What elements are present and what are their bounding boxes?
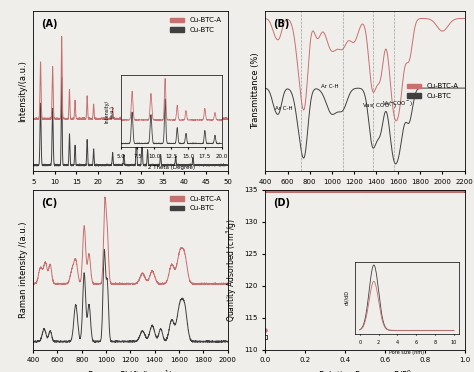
Cu-BTC [219,163,225,167]
Text: Ar C-H: Ar C-H [321,84,338,89]
Legend: Cu-BTC-A, Cu-BTC: Cu-BTC-A, Cu-BTC [404,81,461,102]
Y-axis label: Raman intensity /(a.u.): Raman intensity /(a.u.) [18,221,27,318]
Line: Cu-BTC-A: Cu-BTC-A [33,197,228,285]
Cu-BTC [120,163,126,167]
Cu-BTC-A [120,116,126,121]
Cu-BTC [125,163,131,167]
Line: Cu-BTC-A: Cu-BTC-A [33,36,228,119]
Cu-BTC-A [125,281,131,286]
Cu-BTC-A [59,34,64,39]
Cu-BTC [40,328,46,333]
Text: (B): (B) [273,19,290,29]
Cu-BTC-A [183,117,189,121]
Cu-BTC [183,312,189,317]
Cu-BTC [225,163,230,168]
Y-axis label: Intensity/(a.u.): Intensity/(a.u.) [18,60,27,122]
Cu-BTC-A [120,282,126,286]
Cu-BTC-A [40,116,46,121]
X-axis label: 2 Theta (Degree): 2 Theta (Degree) [94,190,166,199]
Cu-BTC [53,164,59,168]
Cu-BTC [225,340,230,344]
Y-axis label: Transmittance (%): Transmittance (%) [251,53,260,129]
X-axis label: Wavenumber (cm$^{-1}$): Wavenumber (cm$^{-1}$) [321,190,409,204]
Cu-BTC [30,340,36,344]
Cu-BTC-A [219,117,225,121]
Text: (D): (D) [273,198,291,208]
Legend: Cu-BTC-A, Cu-BTC: Cu-BTC-A, Cu-BTC [167,15,224,36]
Cu-BTC-A [183,260,189,264]
Cu-BTC-A [30,282,36,286]
Cu-BTC-A [225,281,230,285]
Text: Vas( COO$^-$): Vas( COO$^-$) [362,101,397,110]
X-axis label: Raman Shift /(cm$^{-1}$): Raman Shift /(cm$^{-1}$) [87,369,173,372]
Y-axis label: Quantity Adsorbed (cm$^3$/g): Quantity Adsorbed (cm$^3$/g) [224,218,239,322]
Line: Cu-BTC: Cu-BTC [33,250,228,342]
Cu-BTC [219,340,225,344]
Cu-BTC [183,164,189,168]
Cu-BTC-A [219,117,225,122]
Cu-BTC-A [193,283,199,287]
Cu-BTC-A [219,281,225,286]
Cu-BTC [101,247,107,252]
Line: Cu-BTC: Cu-BTC [33,77,228,166]
Cu-BTC-A [219,282,225,286]
Cu-BTC-A [40,266,46,271]
Cu-BTC-A [102,195,108,199]
Cu-BTC-A [225,116,230,121]
Cu-BTC [40,163,46,167]
Cu-BTC [120,339,126,343]
Text: Ar C-H: Ar C-H [275,106,293,110]
Cu-BTC-A [125,116,131,121]
Legend: Cu-BTC-A, Cu-BTC: Cu-BTC-A, Cu-BTC [167,193,224,214]
Cu-BTC-A [32,117,37,122]
Text: Vs( COO$^-$): Vs( COO$^-$) [382,99,413,108]
Cu-BTC [125,340,131,344]
Text: (A): (A) [41,19,57,29]
Text: (C): (C) [41,198,57,208]
Cu-BTC [216,340,221,344]
Cu-BTC [59,75,64,79]
Cu-BTC [219,163,225,167]
Cu-BTC [30,163,36,167]
Cu-BTC-A [30,117,36,121]
Cu-BTC [219,339,225,344]
X-axis label: Relative Pressure P/P$^0$: Relative Pressure P/P$^0$ [318,369,412,372]
